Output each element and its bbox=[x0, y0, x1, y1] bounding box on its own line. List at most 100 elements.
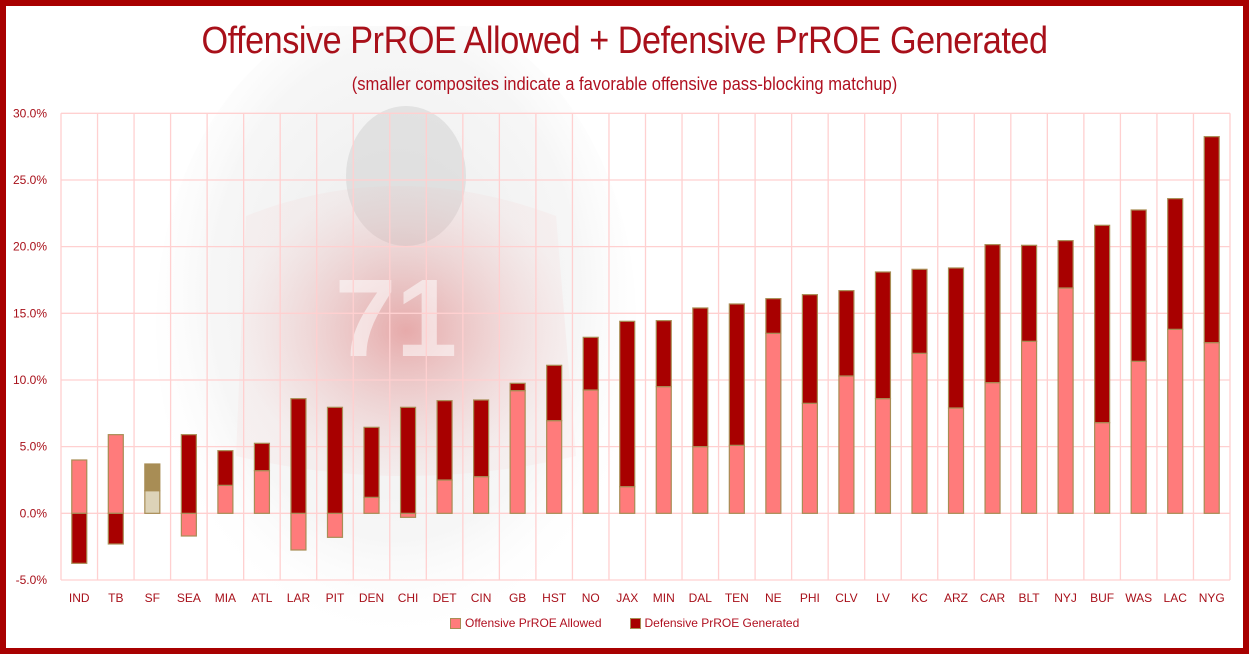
legend-item-offensive: Offensive PrROE Allowed bbox=[450, 616, 602, 630]
bar-offensive-arz bbox=[947, 407, 965, 514]
bar-offensive-det bbox=[436, 479, 453, 514]
bars bbox=[71, 136, 1220, 564]
bar-offensive-lv bbox=[874, 398, 892, 514]
bar-defensive-kc bbox=[911, 268, 928, 354]
bar-offensive-hst bbox=[546, 420, 563, 514]
x-tick-label: PIT bbox=[326, 591, 345, 605]
bar-offensive-tb bbox=[107, 434, 124, 514]
bar-defensive-ne bbox=[765, 298, 782, 334]
bar-offensive-mia bbox=[217, 484, 234, 514]
x-tick-label: LV bbox=[876, 591, 890, 605]
bar-defensive-sf bbox=[144, 463, 161, 492]
x-tick-label: LAC bbox=[1164, 591, 1188, 605]
bar-defensive-det bbox=[436, 400, 453, 481]
x-tick-label: IND bbox=[69, 591, 90, 605]
x-tick-label: DET bbox=[433, 591, 458, 605]
y-tick-label: 30.0% bbox=[13, 106, 47, 120]
x-tick-label: CIN bbox=[471, 591, 492, 605]
x-tick-label: BLT bbox=[1019, 591, 1041, 605]
legend-label-offensive: Offensive PrROE Allowed bbox=[465, 616, 602, 630]
x-tick-label: WAS bbox=[1125, 591, 1152, 605]
bar-offensive-sf bbox=[144, 490, 161, 514]
x-tick-label: PHI bbox=[800, 591, 820, 605]
bar-defensive-pit bbox=[326, 406, 344, 514]
bar-defensive-nyj bbox=[1057, 240, 1074, 289]
legend-swatch-defensive bbox=[629, 617, 641, 629]
legend-swatch-offensive bbox=[450, 617, 461, 629]
bar-offensive-lar bbox=[290, 512, 307, 551]
bar-offensive-min bbox=[655, 386, 672, 514]
bar-defensive-phi bbox=[801, 294, 818, 404]
x-tick-label: NYJ bbox=[1054, 591, 1077, 605]
bar-defensive-was bbox=[1130, 209, 1147, 362]
bar-defensive-buf bbox=[1094, 224, 1111, 424]
bar-offensive-pit bbox=[326, 512, 344, 538]
x-tick-label: KC bbox=[911, 591, 928, 605]
x-tick-label: ATL bbox=[251, 591, 272, 605]
x-tick-label: TB bbox=[108, 591, 123, 605]
bar-defensive-hst bbox=[546, 364, 563, 422]
x-tick-label: LAR bbox=[287, 591, 311, 605]
x-tick-label: CAR bbox=[980, 591, 1006, 605]
x-tick-label: MIN bbox=[653, 591, 675, 605]
y-tick-label: 0.0% bbox=[20, 506, 48, 520]
bar-offensive-chi bbox=[399, 512, 417, 518]
bar-offensive-den bbox=[363, 496, 380, 514]
y-tick-label: 5.0% bbox=[20, 440, 48, 454]
bar-offensive-car bbox=[984, 382, 1001, 514]
bar-offensive-nyg bbox=[1203, 342, 1220, 514]
y-tick-label: 20.0% bbox=[13, 240, 47, 254]
y-axis-ticks: -5.0% 0.0% 5.0% 10.0% 15.0% 20.0% 25.0% 30.0% bbox=[13, 106, 47, 587]
bar-defensive-ten bbox=[728, 303, 745, 446]
y-tick-label: 10.0% bbox=[13, 373, 47, 387]
x-tick-label: NYG bbox=[1199, 591, 1225, 605]
legend-label-defensive: Defensive PrROE Generated bbox=[644, 616, 800, 630]
x-tick-label: CLV bbox=[835, 591, 857, 605]
x-tick-label: GB bbox=[509, 591, 526, 605]
bar-defensive-jax bbox=[619, 320, 636, 488]
bar-offensive-ne bbox=[765, 332, 782, 514]
bar-offensive-no bbox=[582, 389, 599, 514]
bar-defensive-clv bbox=[838, 290, 855, 377]
x-tick-label: JAX bbox=[616, 591, 638, 605]
bar-defensive-car bbox=[984, 244, 1001, 384]
bar-offensive-dal bbox=[692, 446, 709, 514]
x-tick-label: HST bbox=[542, 591, 567, 605]
bar-offensive-gb bbox=[509, 390, 526, 514]
x-tick-label: CHI bbox=[398, 591, 419, 605]
x-tick-label: DAL bbox=[689, 591, 713, 605]
bar-offensive-was bbox=[1130, 360, 1147, 514]
bar-defensive-dal bbox=[692, 307, 709, 448]
bar-defensive-ind bbox=[71, 512, 88, 564]
bar-offensive-kc bbox=[911, 352, 928, 514]
bar-defensive-atl bbox=[253, 442, 271, 472]
bar-defensive-nyg bbox=[1203, 136, 1220, 344]
bar-offensive-nyj bbox=[1057, 287, 1074, 514]
y-tick-label: -5.0% bbox=[16, 573, 48, 587]
bar-defensive-arz bbox=[947, 267, 965, 409]
bar-offensive-sea bbox=[180, 512, 197, 537]
legend-item-defensive: Defensive PrROE Generated bbox=[629, 616, 800, 630]
bar-defensive-sea bbox=[180, 434, 197, 514]
bar-offensive-ind bbox=[71, 459, 88, 514]
x-tick-label: DEN bbox=[359, 591, 384, 605]
x-tick-label: NO bbox=[582, 591, 600, 605]
bar-offensive-atl bbox=[253, 470, 271, 514]
x-tick-label: NE bbox=[765, 591, 782, 605]
bar-offensive-clv bbox=[838, 375, 855, 514]
bar-offensive-lac bbox=[1167, 328, 1184, 514]
bar-defensive-tb bbox=[107, 512, 124, 545]
bar-offensive-jax bbox=[619, 486, 636, 514]
x-tick-label: SEA bbox=[177, 591, 201, 605]
chart-subtitle: (smaller composites indicate a favorable… bbox=[351, 74, 898, 94]
x-tick-label: SF bbox=[145, 591, 160, 605]
legend: Offensive PrROE Allowed Defensive PrROE … bbox=[450, 616, 799, 630]
bar-defensive-no bbox=[582, 336, 599, 391]
x-tick-label: TEN bbox=[725, 591, 749, 605]
x-tick-label: ARZ bbox=[944, 591, 968, 605]
bar-offensive-phi bbox=[801, 402, 818, 514]
bar-defensive-gb bbox=[509, 382, 526, 392]
bar-defensive-blt bbox=[1020, 244, 1038, 342]
bar-defensive-chi bbox=[399, 406, 417, 514]
